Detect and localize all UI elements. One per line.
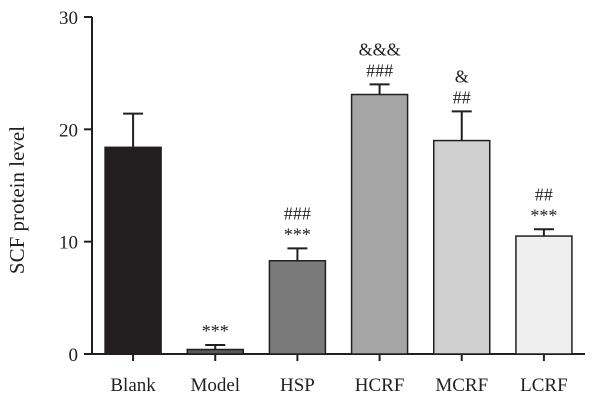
x-tick-label: Blank xyxy=(110,375,156,396)
significance-label: & xyxy=(455,66,469,86)
significance-label: ## xyxy=(453,87,471,107)
significance-label: ### xyxy=(366,60,393,80)
x-tick-label: HCRF xyxy=(355,375,405,396)
significance-label: *** xyxy=(284,224,311,244)
significance-label: ## xyxy=(535,184,553,204)
significance-label: ### xyxy=(284,203,311,223)
y-tick-label: 10 xyxy=(59,233,78,254)
y-tick-label: 20 xyxy=(59,120,78,141)
x-tick-label: LCRF xyxy=(520,375,568,396)
y-tick-label: 30 xyxy=(59,8,78,29)
x-tick-label: HSP xyxy=(280,375,315,396)
bar-lcrf xyxy=(515,235,573,355)
bar-model xyxy=(186,348,244,355)
bar-blank xyxy=(104,146,162,355)
significance-label: *** xyxy=(202,321,229,341)
bar-mcrf xyxy=(433,139,491,355)
y-axis-label: SCF protein level xyxy=(5,126,29,274)
bar-hsp xyxy=(268,260,327,355)
significance-label: *** xyxy=(530,205,557,225)
x-tick-label: Model xyxy=(190,375,240,396)
x-tick-label: MCRF xyxy=(435,375,488,396)
bar-hcrf xyxy=(350,93,409,355)
y-tick-label: 0 xyxy=(69,345,79,366)
significance-label: &&& xyxy=(359,39,401,59)
